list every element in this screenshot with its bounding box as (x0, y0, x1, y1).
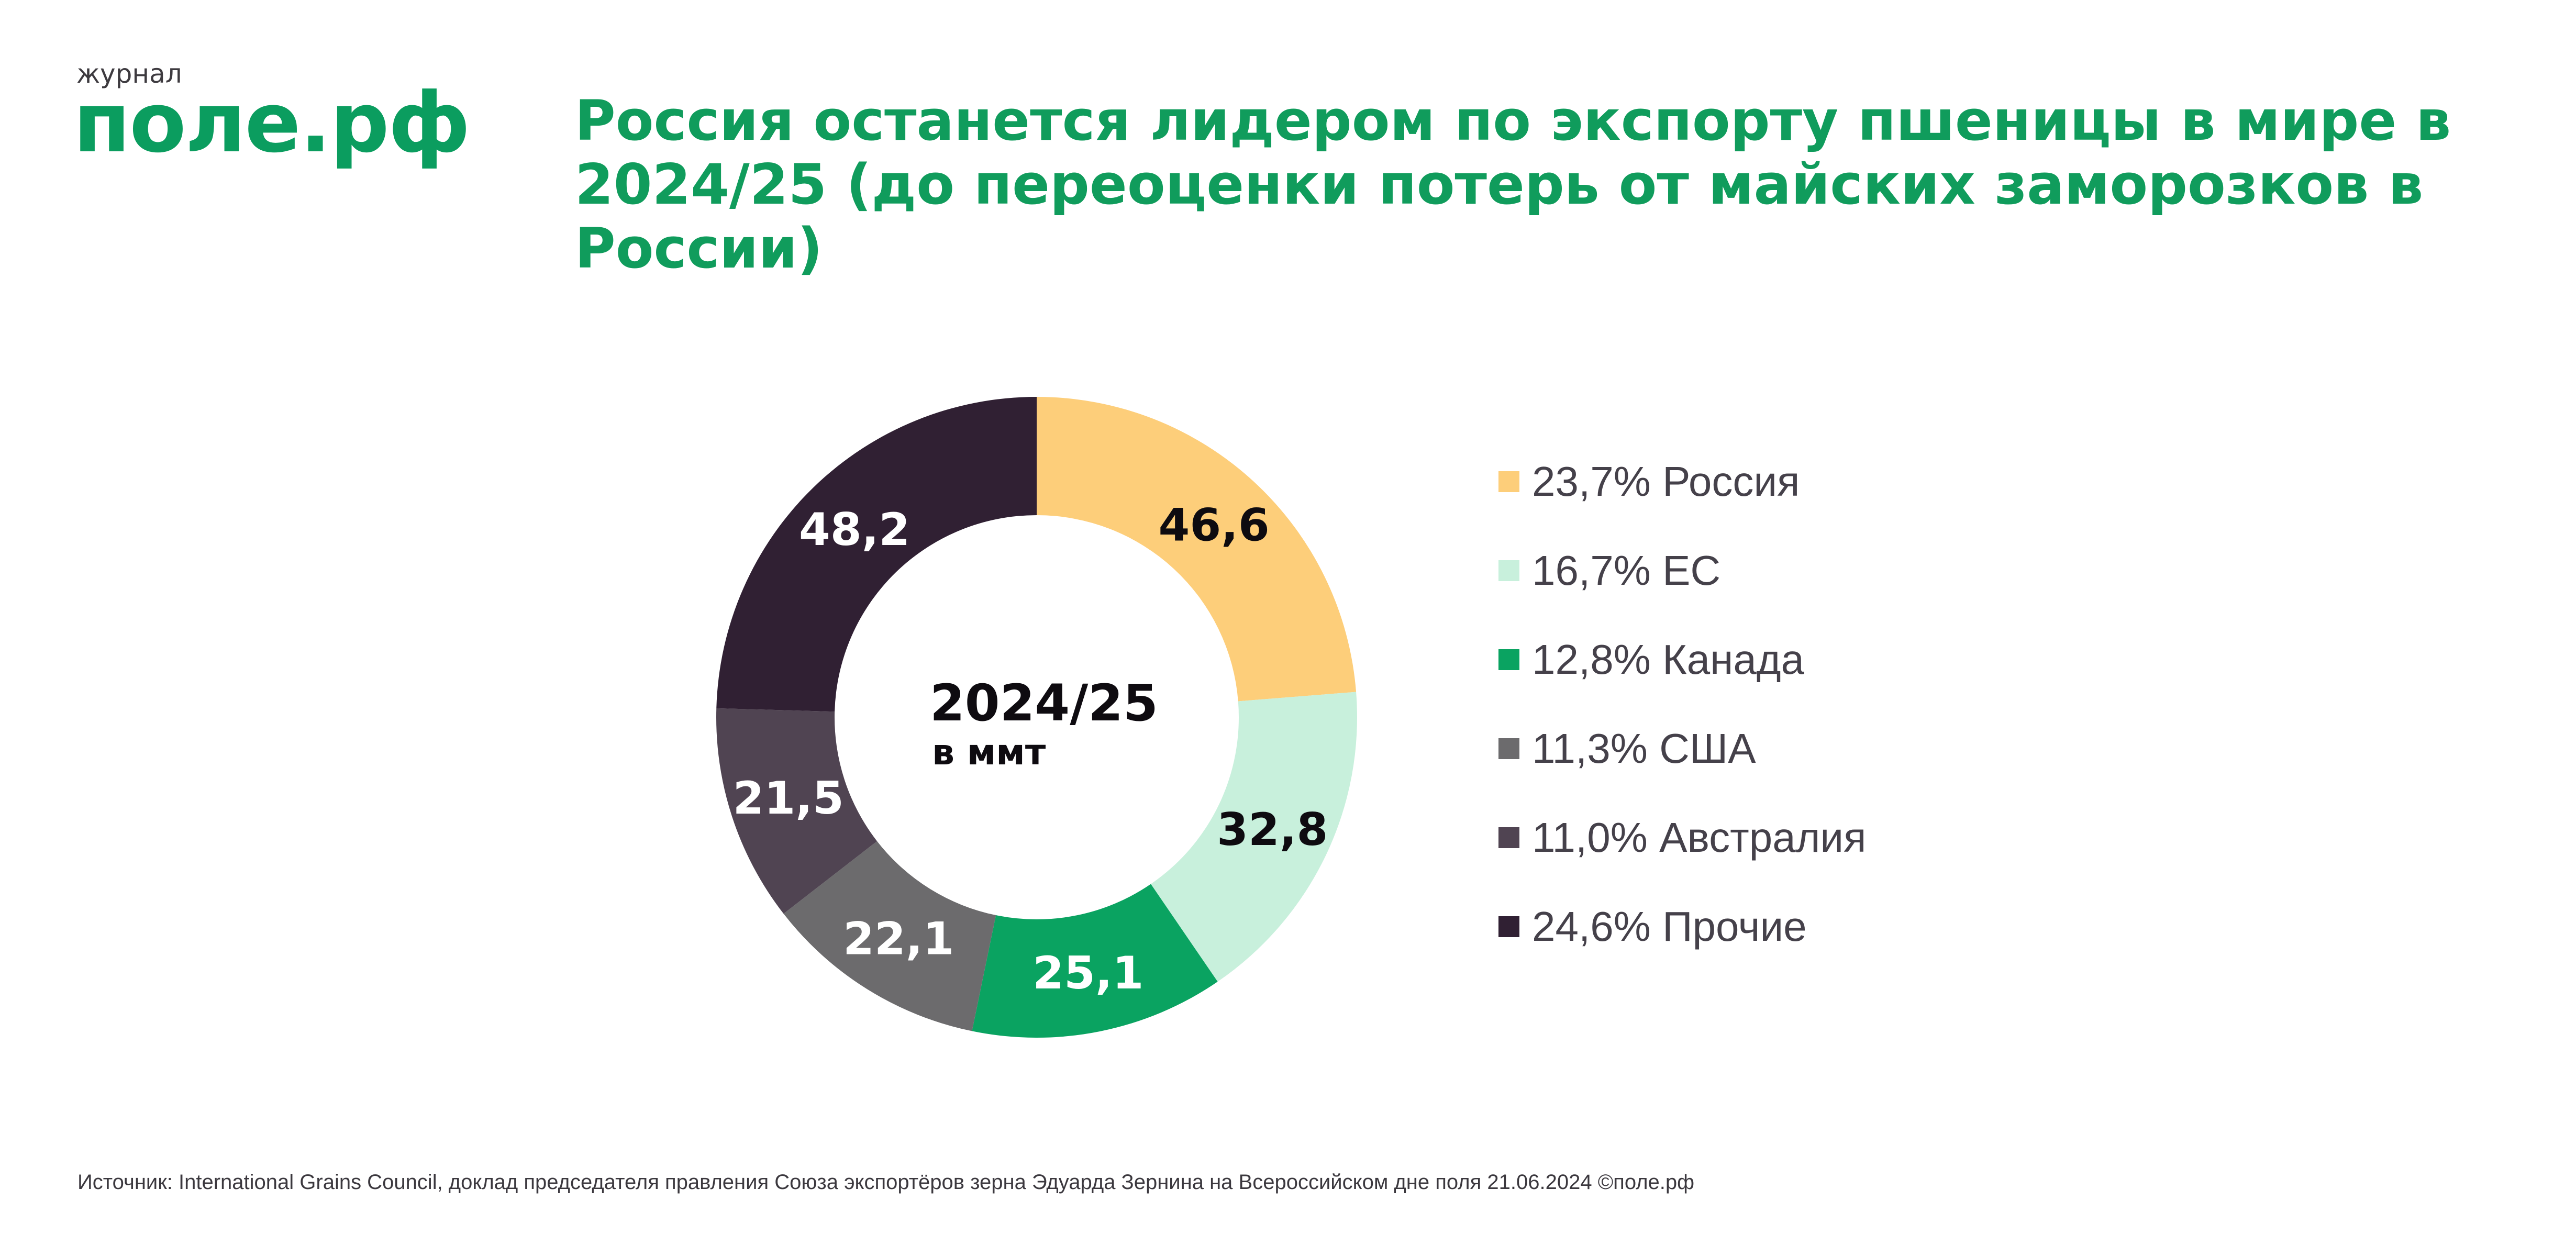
donut-slice-label: 48,2 (799, 504, 910, 556)
legend: 23,7% Россия 16,7% ЕС 12,8% Канада 11,3%… (1498, 458, 1867, 995)
donut-slice-3 (972, 884, 1218, 1038)
donut-slice-label: 46,6 (1159, 499, 1270, 551)
donut-slice-1 (1037, 397, 1357, 702)
legend-swatch (1498, 916, 1519, 937)
legend-swatch (1498, 827, 1519, 848)
center-year: 2024/25 (930, 674, 1158, 732)
legend-item: 16,7% ЕС (1498, 547, 1866, 594)
donut-slice-5 (716, 708, 878, 914)
legend-item: 24,6% Прочие (1498, 903, 1866, 950)
brand-logo: поле.рф (73, 75, 470, 171)
brand-subtitle: журнал (76, 59, 182, 89)
donut-slice-6 (716, 397, 1037, 712)
chart-title: Россия останется лидером по экспорту пше… (575, 88, 2451, 281)
legend-label: 11,3% США (1532, 725, 1756, 772)
donut-slice-label: 21,5 (733, 772, 844, 825)
legend-item: 11,0% Австралия (1498, 814, 1867, 861)
donut-slice-label: 22,1 (843, 913, 954, 965)
legend-label: 12,8% Канада (1532, 636, 1804, 683)
legend-label: 24,6% Прочие (1532, 903, 1807, 950)
legend-label: 16,7% ЕС (1532, 547, 1721, 594)
legend-swatch (1498, 649, 1519, 670)
donut-slice-label: 32,8 (1217, 804, 1328, 856)
legend-swatch (1498, 471, 1519, 492)
donut-slice-label: 25,1 (1032, 947, 1143, 999)
legend-swatch (1498, 738, 1519, 759)
legend-swatch (1498, 560, 1519, 581)
legend-item: 23,7% Россия (1498, 458, 1866, 505)
legend-label: 11,0% Австралия (1532, 814, 1867, 861)
donut-center-label: 2024/25 в ммт (930, 674, 1158, 774)
source-note: Источник: International Grains Council, … (77, 1171, 1695, 1194)
legend-item: 12,8% Канада (1498, 636, 1866, 683)
center-unit: в ммт (932, 732, 1046, 773)
donut-slice-4 (783, 841, 996, 1031)
donut-slice-2 (1151, 692, 1357, 982)
legend-item: 11,3% США (1498, 725, 1866, 772)
legend-label: 23,7% Россия (1532, 458, 1800, 505)
